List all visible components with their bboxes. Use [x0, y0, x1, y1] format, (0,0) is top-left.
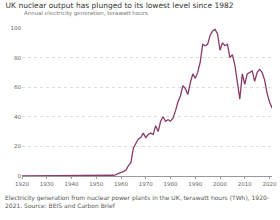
html-text:Electricity generation from nu: Electricity generation from nuclear powe…	[5, 194, 269, 209]
svg-text:80: 80	[14, 55, 21, 61]
svg-text:100: 100	[11, 25, 22, 31]
svg-text:1960: 1960	[114, 181, 128, 187]
svg-text:0: 0	[18, 173, 22, 179]
svg-text:40: 40	[14, 114, 21, 120]
svg-text:1970: 1970	[139, 181, 153, 187]
svg-text:2020: 2020	[263, 181, 277, 187]
svg-text:2010: 2010	[238, 181, 252, 187]
svg-text:60: 60	[14, 84, 21, 90]
svg-text:1980: 1980	[164, 181, 178, 187]
svg-text:1990: 1990	[188, 181, 202, 187]
svg-text:1950: 1950	[89, 181, 103, 187]
svg-text:UK nuclear output has plunged: UK nuclear output has plunged to its low…	[6, 1, 234, 10]
svg-text:2000: 2000	[213, 181, 227, 187]
svg-text:1920: 1920	[15, 181, 29, 187]
svg-text:1930: 1930	[40, 181, 54, 187]
svg-text:1940: 1940	[65, 181, 79, 187]
svg-text:20: 20	[14, 143, 21, 149]
svg-text:Annual electricity generation,: Annual electricity generation, terawatt …	[24, 10, 148, 17]
